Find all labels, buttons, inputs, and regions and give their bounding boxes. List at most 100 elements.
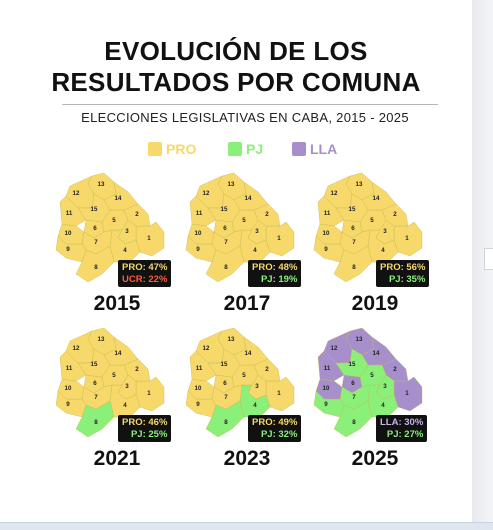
comuna-label-12: 12	[203, 190, 210, 197]
comuna-label-7: 7	[352, 394, 356, 401]
badge-row-pro: PRO: 49%	[252, 417, 298, 428]
comuna-label-9: 9	[324, 246, 328, 253]
map-panel-2019: 1 2 3 4 5 6 7 8 9 10 11 12 13 14 15 PRO: 56% PJ: 35%	[310, 170, 440, 300]
badge-row-pro: PRO: 47%	[122, 262, 168, 273]
comuna-8-2023	[205, 400, 245, 438]
comuna-15-2021	[77, 348, 111, 378]
comuna-label-11: 11	[66, 365, 73, 372]
infographic-card: EVOLUCIÓN DE LOS RESULTADOS POR COMUNA E…	[0, 36, 472, 470]
comuna-label-6: 6	[93, 225, 97, 232]
comuna-label-9: 9	[66, 246, 70, 253]
comuna-label-15: 15	[349, 361, 356, 368]
comuna-label-4: 4	[123, 402, 127, 409]
side-scroll-strip	[472, 0, 493, 529]
result-badge-2025: LLA: 30% PJ: 27%	[376, 415, 428, 442]
comuna-label-13: 13	[98, 336, 105, 343]
comuna-label-14: 14	[373, 350, 380, 357]
comuna-15-2025	[335, 348, 369, 378]
comuna-label-1: 1	[405, 235, 409, 242]
comuna-label-5: 5	[242, 217, 246, 224]
comuna-label-4: 4	[123, 247, 127, 254]
legend-label-lla: LLA	[310, 141, 338, 157]
comuna-label-2: 2	[135, 366, 139, 373]
comuna-label-4: 4	[381, 402, 385, 409]
comuna-label-13: 13	[228, 181, 235, 188]
comuna-14-2021	[103, 336, 139, 366]
comuna-label-3: 3	[255, 228, 259, 235]
comuna-label-10: 10	[323, 385, 330, 392]
comuna-label-14: 14	[245, 350, 252, 357]
comuna-label-10: 10	[65, 230, 72, 237]
comuna-label-7: 7	[352, 239, 356, 246]
infographic-title: EVOLUCIÓN DE LOS RESULTADOS POR COMUNA	[0, 36, 472, 98]
result-badge-2023: PRO: 49% PJ: 32%	[248, 415, 302, 442]
comuna-label-5: 5	[370, 372, 374, 379]
year-label-2021: 2021	[93, 447, 141, 470]
comuna-label-2: 2	[135, 211, 139, 218]
comuna-label-8: 8	[94, 264, 98, 271]
comuna-label-15: 15	[91, 206, 98, 213]
comuna-label-11: 11	[196, 365, 203, 372]
comuna-label-9: 9	[196, 246, 200, 253]
comuna-label-14: 14	[115, 350, 122, 357]
badge-row-pj: PJ: 19%	[260, 273, 298, 285]
comuna-label-8: 8	[352, 264, 356, 271]
title-divider	[62, 104, 438, 105]
comuna-label-9: 9	[196, 401, 200, 408]
result-badge-2019: PRO: 56% PJ: 35%	[376, 260, 430, 287]
title-line-2: RESULTADOS POR COMUNA	[51, 67, 421, 97]
comuna-15-2017	[207, 193, 241, 223]
comuna-15-2023	[207, 348, 241, 378]
comuna-15-2015	[77, 193, 111, 223]
comuna-14-2017	[233, 181, 269, 211]
comuna-label-2: 2	[265, 211, 269, 218]
comuna-label-1: 1	[277, 235, 281, 242]
comuna-label-3: 3	[125, 383, 129, 390]
comuna-label-14: 14	[245, 195, 252, 202]
comuna-14-2025	[361, 336, 397, 366]
window-bottom-bar	[0, 522, 493, 530]
comuna-8-2025	[333, 400, 373, 438]
comuna-label-10: 10	[195, 385, 202, 392]
comuna-label-6: 6	[223, 380, 227, 387]
comuna-label-1: 1	[147, 390, 151, 397]
comuna-15-2019	[335, 193, 369, 223]
comuna-label-11: 11	[66, 210, 73, 217]
comuna-label-11: 11	[196, 210, 203, 217]
comuna-label-13: 13	[228, 336, 235, 343]
comuna-label-2: 2	[265, 366, 269, 373]
legend-swatch-pj	[228, 142, 242, 156]
comuna-label-15: 15	[221, 361, 228, 368]
badge-row-lla: LLA: 30%	[380, 417, 424, 428]
comuna-label-3: 3	[125, 228, 129, 235]
legend-swatch-lla	[292, 142, 306, 156]
comuna-8-2021	[75, 400, 115, 438]
comuna-label-8: 8	[94, 419, 98, 426]
comuna-label-12: 12	[331, 190, 338, 197]
comuna-label-5: 5	[242, 372, 246, 379]
comuna-label-6: 6	[223, 225, 227, 232]
comuna-label-12: 12	[73, 190, 80, 197]
comuna-label-2: 2	[393, 211, 397, 218]
comuna-label-8: 8	[224, 264, 228, 271]
comuna-label-4: 4	[381, 247, 385, 254]
comuna-8-2017	[205, 245, 245, 283]
legend-label-pj: PJ	[246, 141, 264, 157]
side-panel-control[interactable]	[484, 248, 493, 270]
comuna-label-13: 13	[98, 181, 105, 188]
comuna-label-13: 13	[356, 336, 363, 343]
comuna-label-4: 4	[253, 402, 257, 409]
comuna-label-7: 7	[224, 239, 228, 246]
badge-row-pj: PJ: 27%	[386, 428, 424, 440]
comuna-label-5: 5	[370, 217, 374, 224]
comuna-label-6: 6	[351, 380, 355, 387]
map-panel-2015: 1 2 3 4 5 6 7 8 9 10 11 12 13 14 15 PRO: 47% UCR: 22%	[52, 170, 182, 300]
comuna-label-1: 1	[405, 390, 409, 397]
comuna-label-1: 1	[277, 390, 281, 397]
year-label-2023: 2023	[223, 447, 271, 470]
comuna-14-2019	[361, 181, 397, 211]
badge-row-pro: PRO: 48%	[252, 262, 298, 273]
result-badge-2021: PRO: 46% PJ: 25%	[118, 415, 172, 442]
comuna-label-3: 3	[383, 228, 387, 235]
